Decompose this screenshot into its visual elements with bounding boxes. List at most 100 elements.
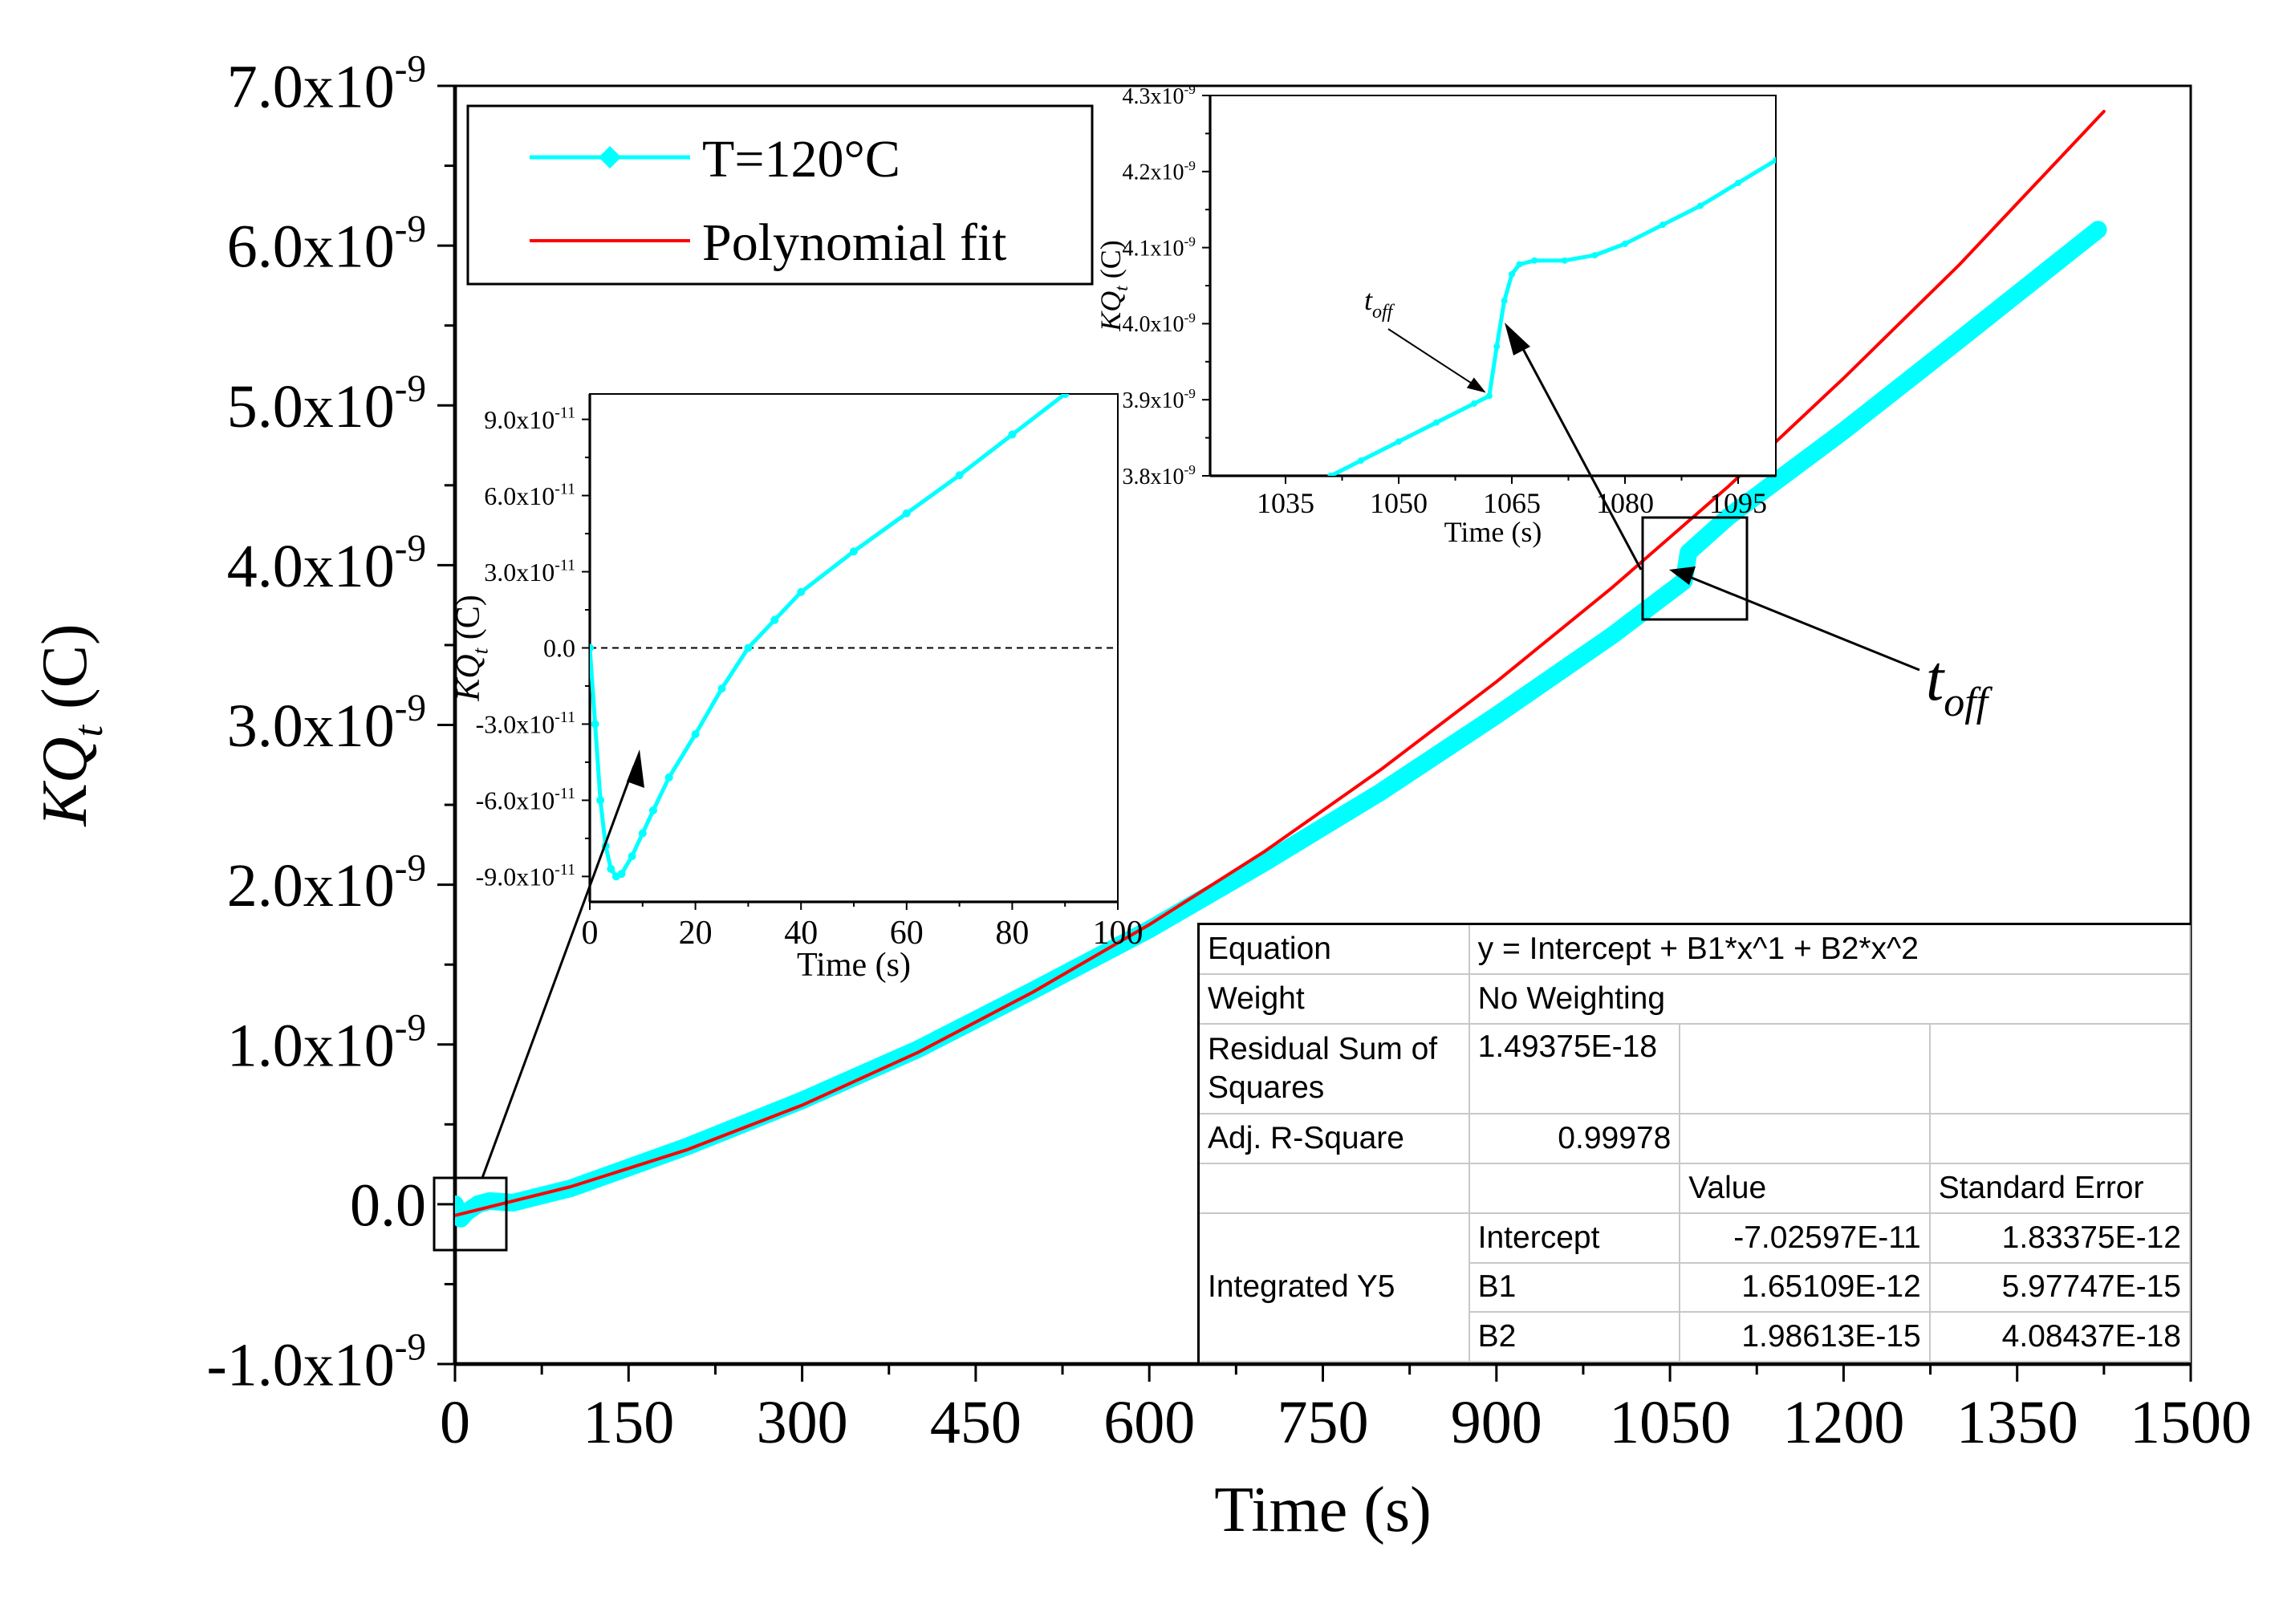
x-tick-label: 1050 xyxy=(1370,487,1428,519)
y-tick-label: 0.0 xyxy=(543,634,575,663)
x-tick-label: 20 xyxy=(679,915,713,952)
data-point xyxy=(1659,221,1666,229)
legend-label-fit: Polynomial fit xyxy=(702,213,1007,272)
inset-toff-chart: 1035 1050 1065 1080 10953.8x10-93.9x10-94.0x… xyxy=(1095,82,1777,548)
data-point xyxy=(1735,180,1741,187)
data-point xyxy=(590,644,594,652)
inset-toff-pointer-line xyxy=(1387,328,1482,391)
table-empty-cell xyxy=(1679,1113,1931,1165)
y-tick-label: 4.3x10-9 xyxy=(1123,82,1196,109)
data-point xyxy=(628,852,636,861)
data-point xyxy=(1773,156,1776,164)
table-label-equation: Equation xyxy=(1196,922,1470,975)
y-tick-label: 3.8x10-9 xyxy=(1123,462,1196,489)
data-point xyxy=(596,796,605,805)
data-point xyxy=(744,644,753,652)
x-tick-label: 750 xyxy=(1278,1389,1369,1456)
data-point xyxy=(1561,257,1568,264)
arrowhead-start-icon xyxy=(627,749,644,788)
plot-frame xyxy=(1209,95,1777,477)
table-label-rss: Residual Sum of Squares xyxy=(1196,1022,1470,1115)
inset-toff-arrowhead-icon xyxy=(1466,377,1486,393)
y-tick-label: 7.0x10-9 xyxy=(227,49,426,121)
zoom-arrow-start xyxy=(481,765,636,1179)
inset-toff-annotation: toff xyxy=(1364,284,1395,323)
x-axis-label: Time (s) xyxy=(797,947,911,984)
y-tick-label: 2.0x10-9 xyxy=(227,847,426,920)
y-tick-label: -1.0x10-9 xyxy=(206,1327,426,1399)
legend-box xyxy=(466,104,1094,286)
data-point xyxy=(1509,270,1515,278)
table-param-value: 1.65109E-12 xyxy=(1679,1261,1931,1313)
table-header-value: Value xyxy=(1679,1163,1931,1214)
data-point xyxy=(1008,430,1017,439)
y-axis-label: KQt (C) xyxy=(450,595,493,701)
toff-pointer-line xyxy=(1687,574,1920,672)
x-tick-label: 300 xyxy=(757,1389,848,1456)
zoom-box-toff xyxy=(1641,516,1749,621)
data-point xyxy=(1061,394,1070,398)
data-point xyxy=(770,615,779,624)
y-tick-label: 9.0x10-11 xyxy=(484,404,575,433)
table-empty-cell xyxy=(1468,1163,1681,1214)
data-point xyxy=(1493,343,1501,350)
x-tick-label: 600 xyxy=(1103,1389,1195,1456)
x-tick-label: 0 xyxy=(440,1389,470,1456)
y-tick-label: 3.0x10-11 xyxy=(484,556,575,586)
table-param-error: 4.08437E-18 xyxy=(1928,1311,2192,1362)
x-tick-label: 1200 xyxy=(1782,1389,1904,1456)
data-point xyxy=(902,509,911,518)
table-param-error: 5.97747E-15 xyxy=(1928,1261,2192,1313)
legend-swatch-diamond-icon xyxy=(599,146,621,168)
y-tick-label: -9.0x10-11 xyxy=(476,861,575,891)
data-point xyxy=(591,720,599,729)
data-point xyxy=(664,773,673,782)
data-point xyxy=(797,587,806,596)
table-empty-cell xyxy=(1679,1022,1931,1115)
table-value-rss: 1.49375E-18 xyxy=(1468,1022,1681,1115)
y-tick-label: 0.0 xyxy=(350,1171,426,1239)
x-axis-label: Time (s) xyxy=(1214,1475,1431,1545)
fit-results-table: Equation y = Intercept + B1*x^1 + B2*x^2… xyxy=(1196,922,2192,1363)
y-tick-label: 4.0x10-9 xyxy=(1123,310,1196,337)
x-tick-label: 100 xyxy=(1093,915,1144,952)
data-point xyxy=(1501,297,1508,304)
legend-label-data: T=120°C xyxy=(702,130,900,189)
y-tick-label: 3.9x10-9 xyxy=(1123,386,1196,413)
x-tick-label: 40 xyxy=(784,915,818,952)
data-point xyxy=(1697,202,1704,209)
table-dataset-name: Integrated Y5 xyxy=(1196,1212,1470,1363)
table-label-weight: Weight xyxy=(1196,972,1470,1025)
y-tick-label: -6.0x10-11 xyxy=(476,785,575,814)
table-header-error: Standard Error xyxy=(1928,1163,2192,1214)
table-empty-cell xyxy=(1928,1113,2192,1165)
x-tick-label: 1095 xyxy=(1709,487,1767,519)
data-point xyxy=(607,864,615,873)
data-point xyxy=(1358,457,1364,465)
data-point xyxy=(1433,419,1440,426)
x-tick-label: 1035 xyxy=(1257,487,1314,519)
table-param-name: B2 xyxy=(1468,1311,1681,1362)
data-point xyxy=(617,870,626,879)
table-value-weight: No Weighting xyxy=(1468,972,2192,1025)
x-tick-label: 450 xyxy=(930,1389,1022,1456)
x-tick-label: 0 xyxy=(582,915,599,952)
x-tick-label: 1065 xyxy=(1483,487,1541,519)
arrowhead-toff-icon xyxy=(1505,323,1530,355)
y-tick-label: 6.0x10-11 xyxy=(484,480,575,510)
y-tick-label: 3.0x10-9 xyxy=(227,688,426,760)
fit-curve xyxy=(455,109,2106,1217)
x-tick-label: 80 xyxy=(995,915,1029,952)
data-point xyxy=(1591,252,1599,259)
table-empty-cell xyxy=(1928,1022,2192,1115)
zoom-annotations: toff xyxy=(433,323,1993,1252)
table-param-value: 1.98613E-15 xyxy=(1679,1311,1931,1362)
data-point xyxy=(717,684,726,693)
data-point xyxy=(850,547,858,556)
x-tick-label: 1050 xyxy=(1609,1389,1731,1456)
table-param-name: B1 xyxy=(1468,1261,1681,1313)
toff-annotation: toff xyxy=(1926,644,1993,725)
zoom-arrow-toff xyxy=(1515,336,1643,570)
table-empty-cell xyxy=(1196,1163,1470,1214)
